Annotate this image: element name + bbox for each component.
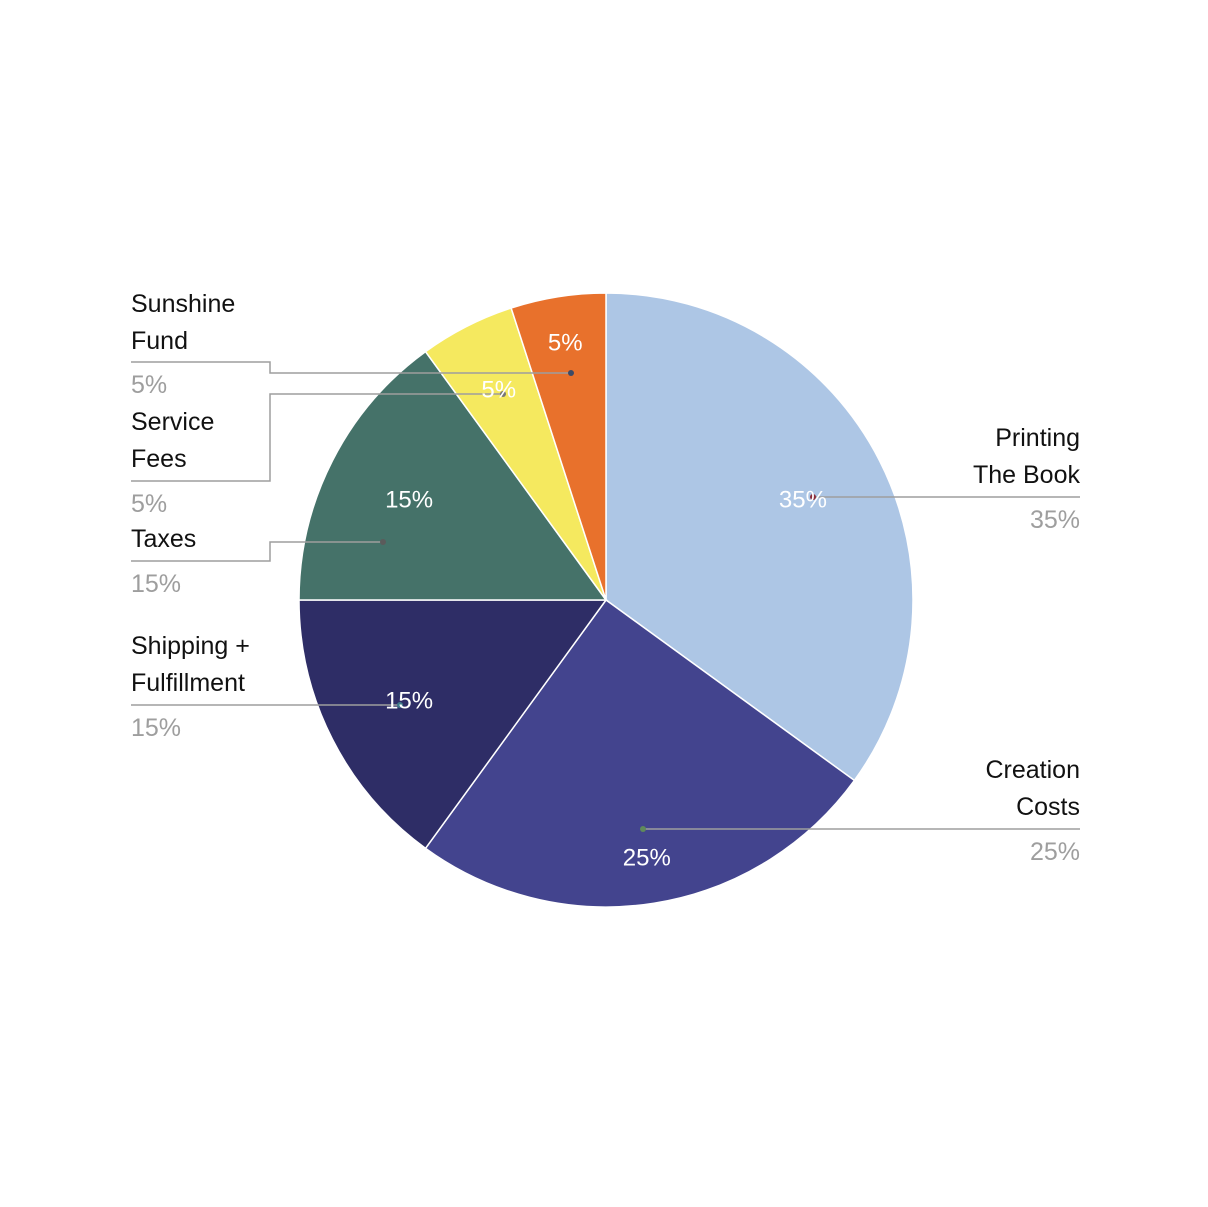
- category-label-printing-the-book-line-1: Printing: [995, 424, 1080, 452]
- leader-dot-shipping-fulfillment: [397, 702, 403, 708]
- category-label-sunshine-fund-line-1: Sunshine: [131, 290, 235, 318]
- category-percent-printing-the-book: 35%: [1030, 506, 1080, 534]
- category-label-sunshine-fund-line-2: Fund: [131, 327, 188, 355]
- category-label-shipping-fulfillment-line-1: Shipping +: [131, 632, 250, 660]
- slice-value-label-sunshine-fund: 5%: [548, 329, 583, 356]
- category-percent-sunshine-fund: 5%: [131, 371, 167, 399]
- leader-line-service-fees: [131, 393, 503, 482]
- category-label-shipping-fulfillment-line-2: Fulfillment: [131, 669, 245, 697]
- slice-value-label-shipping-fulfillment: 15%: [385, 687, 433, 714]
- category-percent-shipping-fulfillment: 15%: [131, 714, 181, 742]
- category-label-service-fees-line-2: Fees: [131, 445, 187, 473]
- pie-slices: [298, 292, 914, 908]
- category-label-printing-the-book-line-2: The Book: [973, 461, 1081, 489]
- category-label-creation-costs-line-2: Costs: [1016, 793, 1080, 821]
- category-label-service-fees-line-1: Service: [131, 408, 214, 436]
- leader-dot-taxes: [380, 539, 386, 545]
- slice-value-labels: 35% 25% 15% 15% 5% 5%: [385, 329, 827, 871]
- category-percent-taxes: 15%: [131, 570, 181, 598]
- leader-dot-creation-costs: [640, 826, 646, 832]
- category-percent-service-fees: 5%: [131, 490, 167, 518]
- leader-dot-sunshine-fund: [568, 370, 574, 376]
- slice-value-label-creation-costs: 25%: [623, 845, 671, 872]
- pie-slice-printing-the-book: [605, 292, 914, 782]
- pie-slice-creation-costs: [424, 598, 856, 908]
- leader-dot-printing-the-book: [810, 494, 816, 500]
- slice-value-label-taxes: 15%: [385, 487, 433, 514]
- pie-slice-shipping-fulfillment: [298, 599, 608, 850]
- category-label-taxes-line-1: Taxes: [131, 525, 196, 553]
- pie-slice-taxes: [298, 350, 608, 601]
- slice-value-label-printing-the-book: 35%: [779, 487, 827, 514]
- pie-slice-sunshine-fund: [510, 292, 607, 601]
- category-label-creation-costs-line-1: Creation: [986, 756, 1081, 784]
- slice-value-label-service-fees: 5%: [481, 376, 516, 403]
- leader-line-taxes: [131, 541, 383, 562]
- category-labels: Printing The Book 35% Creation Costs 25% Shipp…: [131, 290, 1080, 866]
- category-percent-creation-costs: 25%: [1030, 838, 1080, 866]
- leader-line-sunshine-fund: [131, 361, 571, 374]
- leader-dot-service-fees: [500, 391, 506, 397]
